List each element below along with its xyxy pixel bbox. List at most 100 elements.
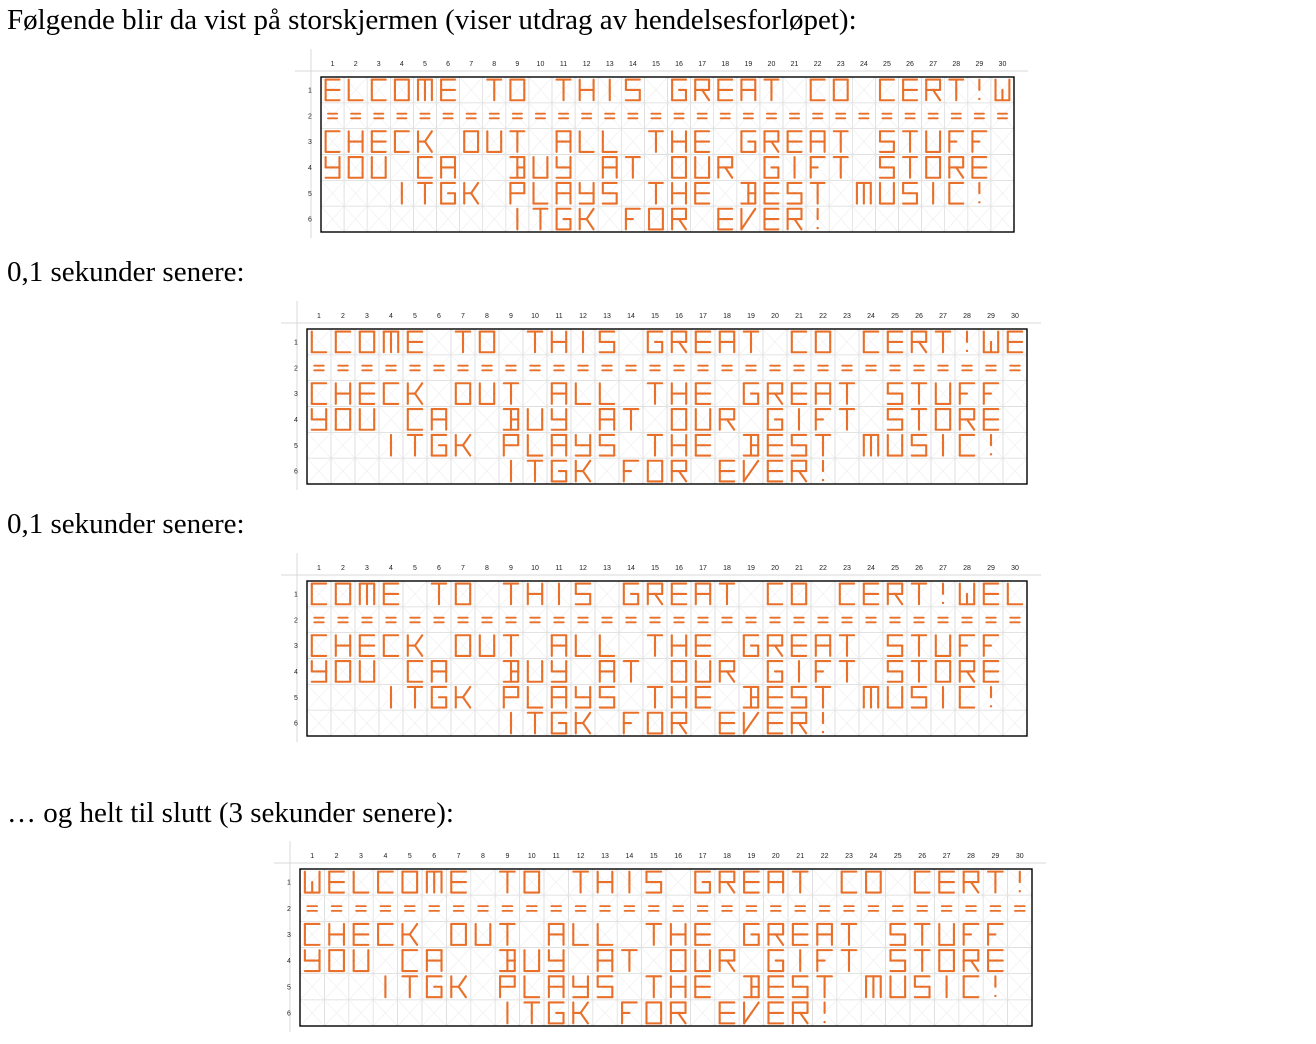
led-char: B	[742, 685, 760, 709]
led-char: F	[814, 660, 832, 683]
led-char: =	[817, 616, 829, 624]
led-char: R	[958, 660, 976, 683]
led-char: =	[501, 905, 514, 912]
row-number: 3	[294, 391, 298, 398]
led-char: Y	[574, 685, 592, 709]
led-char: E	[790, 382, 808, 405]
led-char: C	[401, 949, 419, 973]
led-char: =	[313, 616, 325, 624]
led-char: =	[858, 112, 870, 120]
led-char: !	[1018, 870, 1021, 893]
led-char: S	[598, 433, 616, 457]
led-char: R	[718, 949, 736, 973]
led-char: =	[696, 905, 709, 912]
led-char: S	[574, 582, 592, 606]
led-char: K	[463, 181, 480, 205]
led-char: T	[910, 634, 928, 657]
column-number: 25	[883, 61, 891, 68]
led-char: R	[948, 156, 965, 179]
column-number: 10	[528, 853, 536, 860]
led-char: R	[958, 408, 976, 431]
led-char: R	[766, 382, 784, 405]
led-char: K	[454, 685, 472, 709]
led-char: !	[821, 711, 825, 734]
led-char: =	[648, 905, 660, 912]
caption-step-2: 0,1 sekunder senere:	[7, 508, 245, 540]
display-frame-4: 1 2 3 4 5 6 7 8 9 10 11 12 13 14 15 16 17 18 19 20 21 22 23 24 2…	[274, 841, 1046, 1032]
led-char: Y	[555, 156, 572, 179]
column-number: 3	[359, 853, 363, 860]
led-char: S	[902, 181, 919, 205]
led-char: =	[601, 364, 613, 372]
column-number: 22	[821, 853, 829, 860]
column-number: 20	[771, 565, 779, 572]
led-char: R	[669, 1001, 687, 1025]
led-char: T	[948, 78, 965, 102]
led-char: V	[740, 207, 757, 231]
row-number: 4	[308, 165, 312, 172]
led-char: E	[694, 330, 712, 354]
led-char: T	[622, 408, 640, 431]
column-number: 14	[629, 61, 637, 68]
led-char: O	[645, 1001, 663, 1025]
led-char: F	[971, 130, 988, 153]
column-number: 9	[515, 61, 519, 68]
led-char: T	[910, 660, 928, 683]
led-char: P	[502, 685, 520, 709]
led-char: E	[694, 922, 711, 946]
led-char: E	[324, 78, 341, 102]
led-char: E	[763, 207, 780, 231]
led-char: =	[581, 112, 593, 120]
led-char: R	[962, 870, 980, 894]
led-char: L	[352, 870, 370, 894]
led-display: 1 2 3 4 5 6 7 8 9 10 11 12 13 14 15 16 17 18 19 20 21 22 23 24 2…	[281, 553, 1041, 742]
led-char: A	[596, 949, 614, 973]
led-char: O	[646, 711, 664, 735]
led-char: S	[878, 156, 895, 179]
led-display: 1 2 3 4 5 6 7 8 9 10 11 12 13 14 15 16 17 18 19 20 21 22 23 24 2…	[274, 841, 1046, 1032]
led-char: E	[786, 130, 803, 153]
led-char: E	[971, 156, 988, 179]
led-char: B	[743, 975, 760, 999]
led-char: T	[646, 433, 664, 457]
row-number: 6	[287, 1010, 291, 1017]
led-char: Y	[547, 949, 565, 973]
led-char: T	[902, 130, 919, 153]
column-number: 20	[771, 313, 779, 320]
led-char: O	[454, 382, 472, 405]
led-char: E	[902, 78, 919, 102]
column-number: 8	[481, 853, 485, 860]
led-char: W	[994, 78, 1011, 102]
led-char: C	[958, 433, 976, 457]
led-char: R	[886, 582, 904, 606]
led-char: =	[481, 616, 493, 624]
led-char: G	[743, 922, 760, 946]
led-char: U	[886, 433, 904, 457]
led-char: =	[452, 905, 465, 912]
led-char: =	[985, 616, 997, 624]
led-char: C	[370, 78, 387, 102]
led-char: F	[987, 922, 1004, 946]
led-char: O	[925, 156, 942, 179]
led-char: =	[625, 364, 637, 372]
led-char: O	[393, 78, 410, 102]
led-char: T	[572, 870, 589, 894]
led-char: C	[377, 870, 394, 894]
led-char: R	[670, 711, 688, 735]
led-char: T	[646, 685, 664, 709]
led-char: T	[526, 711, 544, 735]
column-number: 26	[906, 61, 914, 68]
column-number: 3	[377, 61, 381, 68]
led-char: T	[913, 922, 931, 946]
led-char: T	[406, 433, 424, 457]
led-char: K	[578, 207, 595, 231]
led-char: C	[377, 922, 394, 946]
led-char: =	[812, 112, 824, 120]
led-char: =	[330, 905, 343, 912]
led-char: T	[718, 582, 736, 606]
led-char: H	[526, 582, 544, 606]
led-char: T	[401, 975, 419, 999]
led-char: E	[718, 459, 736, 483]
led-char: R	[910, 330, 928, 354]
led-char: G	[440, 181, 457, 205]
